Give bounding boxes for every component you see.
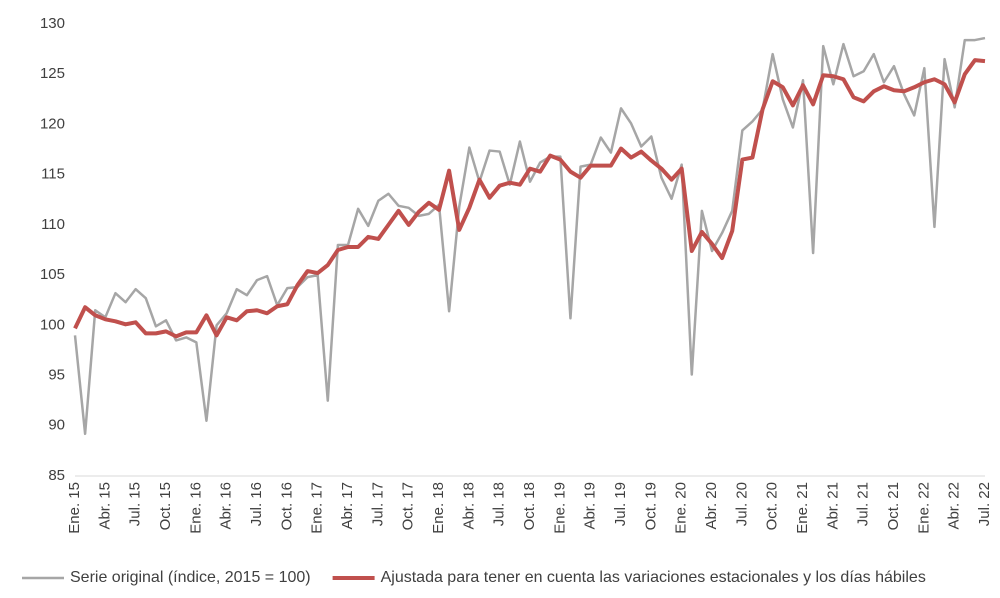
y-tick-label: 110 xyxy=(41,216,65,233)
y-tick-label: 85 xyxy=(48,467,65,484)
x-tick-label: Ene. 19 xyxy=(551,482,568,534)
x-tick-label: Oct. 20 xyxy=(764,482,781,530)
x-tick-label: Ene. 20 xyxy=(673,482,690,534)
series-line xyxy=(73,36,986,436)
y-tick-label: 90 xyxy=(48,417,65,434)
x-tick-label: Abr. 21 xyxy=(824,482,841,530)
y-tick-label: 95 xyxy=(48,367,65,384)
x-tick-label: Jul. 15 xyxy=(127,482,144,526)
series-line xyxy=(73,58,986,339)
x-tick-label: Jul. 19 xyxy=(612,482,629,526)
x-tick-label: Ene. 18 xyxy=(430,482,447,534)
x-tick-label: Jul. 22 xyxy=(976,482,993,526)
y-tick-label: 105 xyxy=(40,266,65,283)
x-tick-label: Jul. 17 xyxy=(369,482,386,526)
y-tick-label: 125 xyxy=(40,65,65,82)
x-tick-label: Ene. 21 xyxy=(794,482,811,534)
x-tick-label: Oct. 21 xyxy=(885,482,902,530)
y-tick-label: 120 xyxy=(40,115,65,132)
x-tick-label: Abr. 15 xyxy=(96,482,113,530)
x-tick-label: Abr. 22 xyxy=(946,482,963,530)
x-tick-label: Jul. 21 xyxy=(855,482,872,526)
x-tick-label: Jul. 20 xyxy=(733,482,750,526)
y-tick-label: 100 xyxy=(40,316,65,333)
legend-label: Ajustada para tener en cuenta las variac… xyxy=(381,569,926,586)
x-tick-label: Ene. 15 xyxy=(66,482,83,534)
x-tick-label: Oct. 19 xyxy=(642,482,659,530)
x-tick-label: Abr. 20 xyxy=(703,482,720,530)
x-tick-label: Ene. 16 xyxy=(187,482,204,534)
x-tick-label: Abr. 17 xyxy=(339,482,356,530)
x-tick-label: Ene. 17 xyxy=(309,482,326,534)
legend: Serie original (índice, 2015 = 100) Ajust… xyxy=(22,569,926,586)
x-tick-label: Oct. 16 xyxy=(278,482,295,530)
x-tick-label: Oct. 17 xyxy=(400,482,417,530)
x-tick-label: Oct. 15 xyxy=(157,482,174,530)
x-tick-label: Jul. 16 xyxy=(248,482,265,526)
x-tick-label: Ene. 22 xyxy=(915,482,932,534)
x-tick-label: Abr. 18 xyxy=(460,482,477,530)
y-tick-label: 115 xyxy=(41,166,65,183)
y-tick-label: 130 xyxy=(40,15,65,32)
x-tick-label: Jul. 18 xyxy=(491,482,508,526)
x-tick-label: Oct. 18 xyxy=(521,482,538,530)
legend-label: Serie original (índice, 2015 = 100) xyxy=(70,569,311,586)
x-tick-label: Abr. 19 xyxy=(582,482,599,530)
x-tick-label: Abr. 16 xyxy=(218,482,235,530)
